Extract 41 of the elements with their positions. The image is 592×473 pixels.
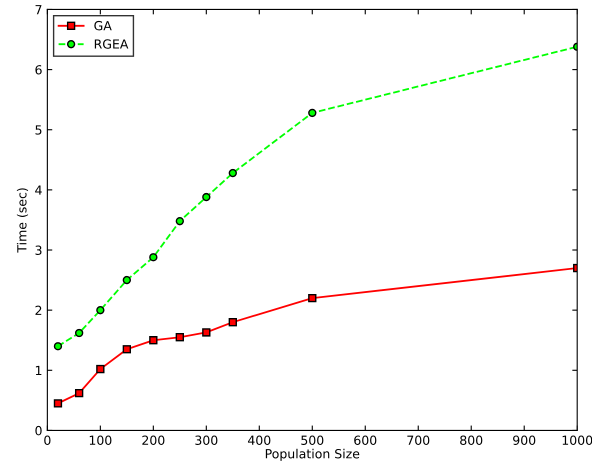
point <box>74 388 84 398</box>
point <box>122 276 132 284</box>
point <box>122 345 132 354</box>
y-axis-title: Time (sec) <box>16 188 28 253</box>
y-tick-label: 4 <box>35 186 42 195</box>
y-tick-label: 0 <box>35 426 42 436</box>
point <box>96 364 105 374</box>
x-tick-label: 300 <box>195 436 218 445</box>
x-tick-label: 700 <box>407 436 430 445</box>
x-tick-label: 0 <box>44 436 51 445</box>
y-tick-label: 1 <box>36 366 42 376</box>
point <box>202 192 210 202</box>
x-tick-label: 500 <box>301 436 324 445</box>
point <box>74 328 84 338</box>
y-tick-label: 2 <box>35 306 42 315</box>
point <box>202 328 210 337</box>
legend-label: RGEA <box>94 39 128 49</box>
x-tick-label: 1000 <box>562 436 592 445</box>
point <box>308 294 316 302</box>
x-tick-label: 400 <box>248 436 270 445</box>
x-tick-label: 600 <box>354 436 376 445</box>
x-axis-title: Population Size <box>266 448 360 461</box>
y-tick-label: 5 <box>36 125 42 135</box>
y-tick-label: 3 <box>36 245 42 255</box>
point <box>308 108 316 118</box>
point <box>228 318 237 326</box>
x-tick-label: 800 <box>460 436 482 445</box>
point <box>176 216 184 226</box>
point <box>149 336 158 344</box>
y-tick-label: 7 <box>36 5 42 14</box>
point <box>54 342 62 350</box>
y-tick-label: 6 <box>35 65 42 75</box>
point <box>96 306 105 314</box>
legend-label: GA <box>94 20 112 30</box>
point <box>149 253 158 262</box>
x-tick-label: 900 <box>513 436 536 445</box>
x-tick-label: 200 <box>142 436 164 445</box>
point <box>176 333 184 342</box>
point <box>228 168 237 178</box>
point <box>54 399 62 408</box>
x-tick-label: 100 <box>90 436 112 445</box>
